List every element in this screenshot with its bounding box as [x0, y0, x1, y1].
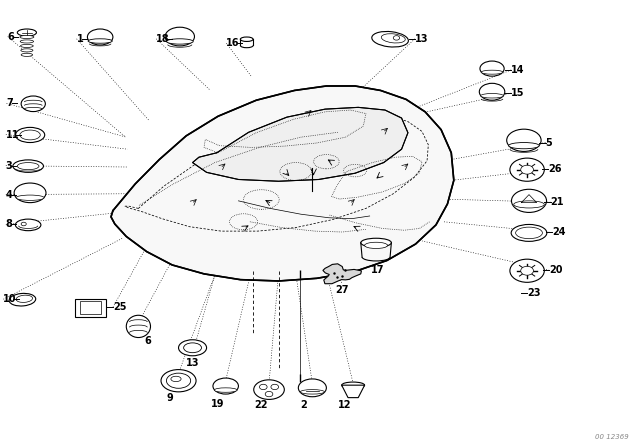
Ellipse shape [179, 340, 207, 356]
Ellipse shape [14, 183, 46, 202]
Text: 5: 5 [545, 138, 552, 147]
Text: 26: 26 [548, 164, 562, 174]
FancyBboxPatch shape [81, 302, 100, 314]
Ellipse shape [365, 242, 388, 249]
Polygon shape [323, 264, 362, 284]
Text: 27: 27 [335, 285, 348, 295]
Text: 11: 11 [6, 129, 19, 139]
Text: 25: 25 [113, 302, 127, 312]
Text: 2: 2 [301, 401, 307, 410]
Text: 15: 15 [511, 88, 525, 98]
Circle shape [521, 266, 534, 275]
Ellipse shape [214, 388, 237, 392]
Ellipse shape [516, 227, 542, 239]
Ellipse shape [166, 373, 191, 388]
Ellipse shape [300, 390, 324, 394]
Ellipse shape [514, 201, 544, 208]
Text: 1: 1 [77, 34, 83, 44]
Text: 22: 22 [255, 401, 268, 410]
Text: 12: 12 [337, 401, 351, 410]
Ellipse shape [161, 370, 196, 392]
Text: 3: 3 [6, 161, 13, 171]
Circle shape [394, 36, 399, 40]
Ellipse shape [511, 224, 547, 241]
Ellipse shape [511, 189, 547, 212]
Ellipse shape [481, 94, 504, 98]
Ellipse shape [17, 163, 39, 170]
Text: 24: 24 [552, 228, 566, 237]
Circle shape [21, 222, 26, 226]
Ellipse shape [20, 130, 40, 140]
Polygon shape [342, 385, 365, 398]
Text: 23: 23 [527, 288, 541, 297]
Ellipse shape [241, 37, 253, 42]
Text: 19: 19 [211, 399, 225, 409]
FancyBboxPatch shape [76, 299, 106, 317]
Ellipse shape [510, 158, 544, 181]
Ellipse shape [165, 27, 195, 46]
Ellipse shape [509, 142, 540, 149]
Text: 6: 6 [8, 31, 15, 42]
Ellipse shape [298, 379, 326, 397]
Ellipse shape [342, 382, 365, 388]
Circle shape [265, 392, 273, 397]
Ellipse shape [20, 40, 33, 43]
Text: 10: 10 [3, 294, 17, 304]
Text: 13: 13 [415, 34, 428, 44]
Text: 00 12369: 00 12369 [595, 434, 629, 440]
Text: 14: 14 [511, 65, 525, 75]
Ellipse shape [184, 343, 202, 353]
Ellipse shape [20, 35, 34, 39]
Text: 8: 8 [6, 220, 13, 229]
Ellipse shape [17, 29, 36, 36]
Ellipse shape [479, 83, 505, 100]
Ellipse shape [88, 29, 113, 45]
Ellipse shape [16, 295, 33, 302]
Text: 20: 20 [549, 265, 563, 276]
Polygon shape [111, 86, 454, 281]
Circle shape [271, 384, 278, 390]
Ellipse shape [372, 31, 408, 47]
Ellipse shape [361, 238, 392, 247]
Ellipse shape [510, 259, 544, 282]
Ellipse shape [166, 39, 193, 44]
Ellipse shape [9, 293, 36, 306]
Ellipse shape [15, 127, 45, 142]
Text: 17: 17 [371, 265, 384, 275]
Polygon shape [193, 108, 408, 181]
Text: 9: 9 [167, 393, 173, 403]
Ellipse shape [21, 96, 45, 112]
Ellipse shape [21, 49, 33, 52]
Ellipse shape [21, 53, 33, 56]
Ellipse shape [507, 129, 541, 151]
Ellipse shape [126, 315, 150, 337]
Ellipse shape [13, 160, 44, 172]
Text: 6: 6 [145, 336, 151, 346]
Ellipse shape [213, 378, 239, 394]
Text: 4: 4 [6, 190, 13, 200]
Ellipse shape [15, 219, 41, 231]
Text: 16: 16 [227, 38, 240, 48]
Ellipse shape [16, 195, 44, 200]
Text: 21: 21 [550, 197, 564, 207]
Ellipse shape [88, 39, 112, 43]
Ellipse shape [381, 34, 405, 43]
Ellipse shape [480, 61, 504, 76]
Circle shape [521, 165, 534, 174]
Text: 18: 18 [156, 34, 170, 44]
Circle shape [259, 384, 267, 390]
Ellipse shape [20, 44, 33, 47]
Ellipse shape [481, 70, 503, 74]
Ellipse shape [171, 376, 181, 382]
Ellipse shape [253, 380, 284, 400]
Text: 7: 7 [6, 99, 13, 108]
Text: 13: 13 [186, 358, 199, 367]
